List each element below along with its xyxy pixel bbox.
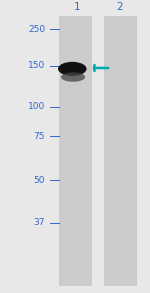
Bar — [137, 16, 150, 286]
Text: 50: 50 — [33, 176, 45, 185]
Bar — [93, 16, 104, 286]
Text: 1: 1 — [74, 2, 81, 12]
Bar — [59, 16, 92, 286]
Text: 150: 150 — [28, 62, 45, 70]
Bar — [103, 16, 136, 286]
Text: 100: 100 — [28, 103, 45, 111]
Text: 37: 37 — [33, 218, 45, 227]
Bar — [0, 16, 59, 286]
Text: 75: 75 — [33, 132, 45, 141]
Ellipse shape — [58, 62, 87, 76]
Text: 250: 250 — [28, 25, 45, 34]
Ellipse shape — [61, 72, 85, 82]
Text: 2: 2 — [117, 2, 123, 12]
